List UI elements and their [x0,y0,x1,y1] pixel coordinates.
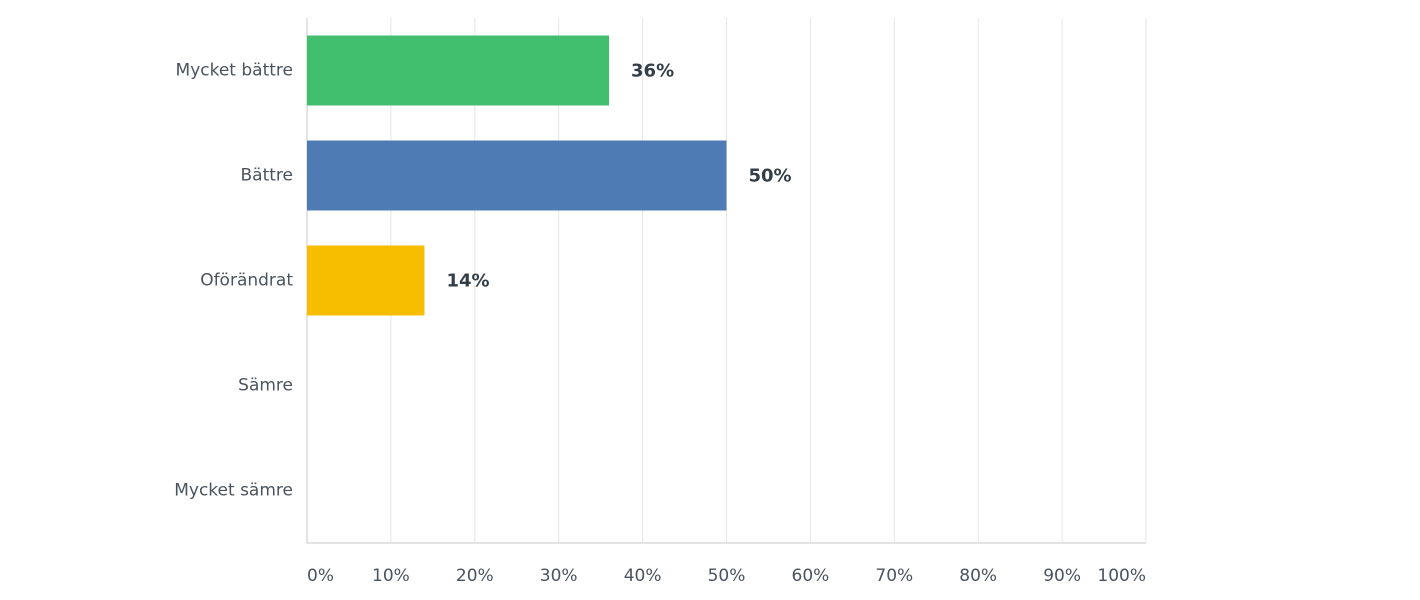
y-tick-label: Mycket sämre [174,481,293,501]
y-tick-label: Sämre [238,376,293,396]
x-tick-label: 70% [875,566,913,586]
x-tick-label: 100% [1097,566,1146,586]
x-tick-label: 10% [372,566,410,586]
y-tick-label: Bättre [241,166,294,186]
x-tick-label: 60% [792,566,830,586]
x-tick-label: 20% [456,566,494,586]
x-tick-label: 90% [1043,566,1081,586]
value-label: 36% [631,61,674,82]
x-tick-label: 80% [959,566,997,586]
x-tick-label: 30% [540,566,578,586]
value-label: 50% [749,166,792,187]
value-label: 14% [446,271,489,292]
x-tick-label: 0% [307,566,334,586]
bar [307,35,610,106]
y-tick-label: Mycket bättre [176,61,293,81]
bar [307,140,727,211]
x-tick-label: 40% [624,566,662,586]
x-tick-label: 50% [708,566,746,586]
y-tick-label: Oförändrat [200,271,293,291]
bar [307,245,425,316]
